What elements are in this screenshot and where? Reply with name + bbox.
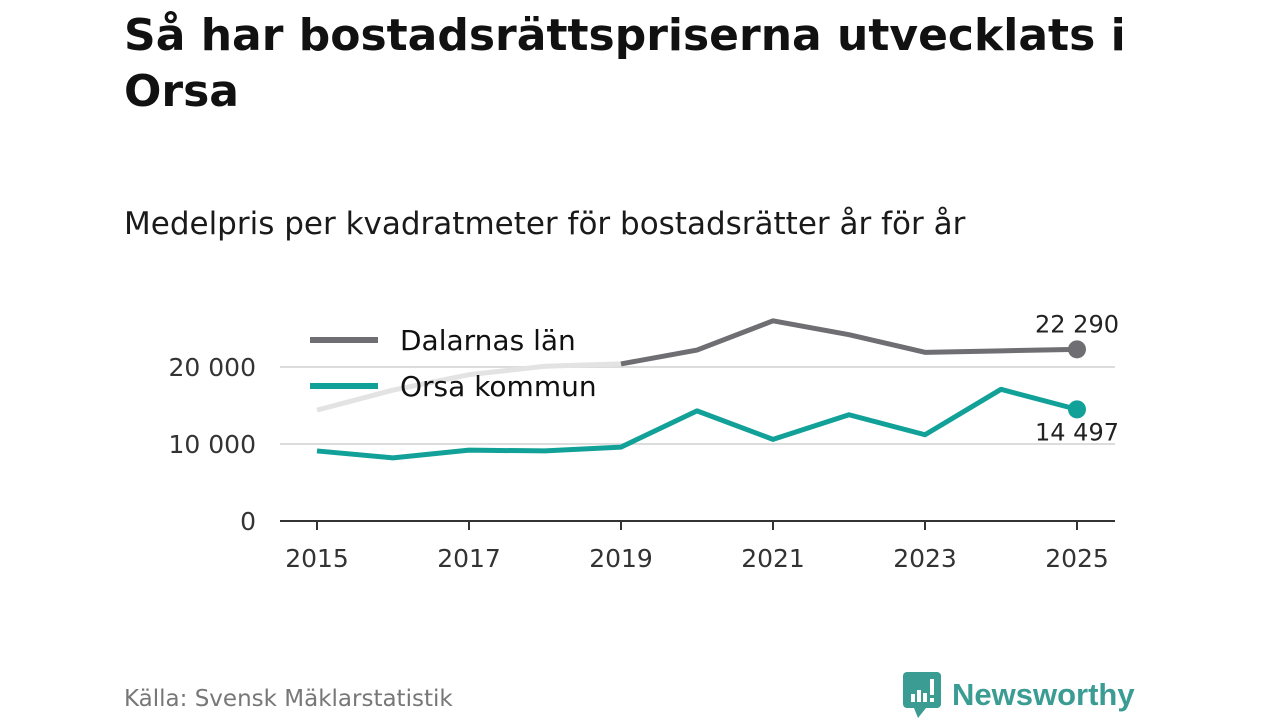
newsworthy-logo: Newsworthy: [902, 670, 1135, 720]
x-tick-label: 2021: [741, 544, 805, 573]
legend-label: Dalarnas län: [400, 324, 576, 357]
newsworthy-logo-icon: [903, 672, 941, 718]
x-tick-label: 2025: [1045, 544, 1109, 573]
y-tick-label: 10 000: [169, 430, 256, 459]
end-point-marker: [1068, 400, 1086, 419]
y-tick-label: 0: [240, 507, 256, 536]
chart-subtitle: Medelpris per kvadratmeter för bostadsrä…: [124, 206, 966, 242]
x-tick-label: 2023: [893, 544, 957, 573]
x-tick-label: 2017: [437, 544, 501, 573]
x-tick-label: 2019: [589, 544, 653, 573]
series-line-0: [620, 318, 1078, 367]
series-line-faded-0: [316, 361, 622, 413]
end-value-label: 14 497: [1035, 418, 1119, 446]
x-tick-label: 2015: [285, 544, 349, 573]
end-point-marker: [1068, 340, 1086, 359]
source-note: Källa: Svensk Mäklarstatistik: [124, 686, 453, 712]
end-value-label: 22 290: [1035, 310, 1119, 338]
y-tick-label: 20 000: [169, 353, 256, 382]
series-line-1: [316, 386, 1078, 461]
legend-label: Orsa kommun: [400, 370, 597, 403]
chart-title: Så har bostadsrättspriserna utvecklats i…: [124, 10, 1126, 117]
logo-text: Newsworthy: [952, 677, 1135, 712]
